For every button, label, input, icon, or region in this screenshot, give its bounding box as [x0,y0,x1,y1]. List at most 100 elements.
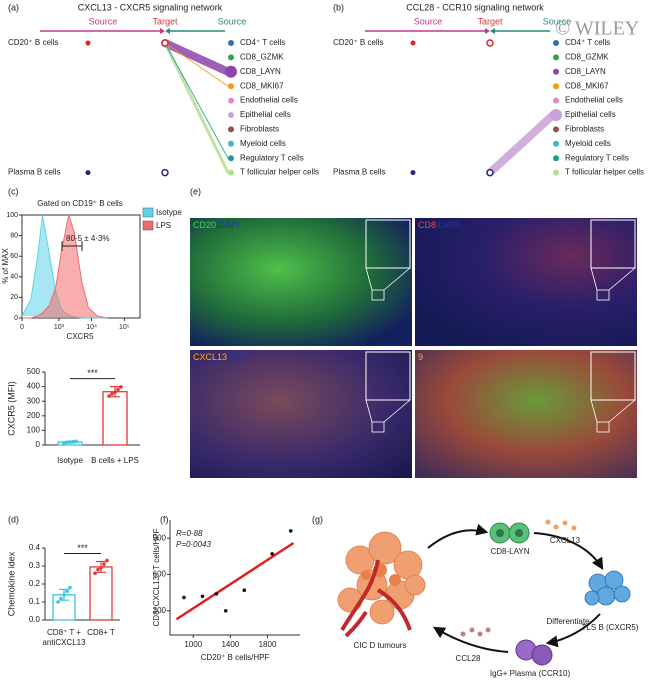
receiver-label: CD20⁺ B cells [333,38,383,47]
data-point [107,394,111,398]
sender-node [228,112,234,118]
sender-node [228,97,234,104]
data-point [99,566,103,570]
data-point [74,439,78,444]
y-tick-label: 0.0 [29,615,41,624]
y-tick-label: 200 [27,411,41,420]
gate-label: 80·5 ± 4·3% [66,234,110,243]
sender-node [225,65,237,78]
sender-label: Endothelial cells [240,96,298,105]
label-part: CD8 [418,220,436,230]
network-header: Source [543,16,572,26]
x-tick-label: CD8⁺ T + [47,628,81,637]
x-tick-label: 1800 [259,640,277,649]
sender-label: Regulatory T cells [565,153,629,162]
diagram-label: CD8-LAYN [491,547,530,556]
data-point [62,593,66,597]
zoom-lines [365,267,411,291]
label-part: 9 [418,352,423,362]
significance-label: *** [77,543,88,553]
sender-node [228,83,234,90]
arrow-head [485,28,490,34]
sender-label: CD8_MKI67 [240,81,284,90]
gate [61,241,83,251]
target-node [486,39,494,47]
sender-label: Epithelial cells [240,110,291,119]
receiver-label: Plasma B cells [8,168,60,177]
panel-letter: (e) [190,186,201,196]
inset [590,351,636,401]
sender-label: Fibroblasts [240,125,279,134]
panel-letter: (d) [8,514,19,524]
sender-node [553,68,559,75]
y-tick-label: 0.2 [29,579,41,588]
legend-swatch [142,207,154,218]
scatter-point [182,595,186,600]
data-point [116,387,120,392]
label-part: /DAPI [216,220,240,230]
sender-label: Myeloid cells [565,139,611,148]
arrow-head [490,28,495,34]
data-point [93,571,97,575]
sender-node [553,155,559,162]
label-part: CXCL13 [193,352,227,362]
data-point [113,390,117,394]
bar [89,566,113,621]
y-tick-label: 60 [10,253,18,260]
scatter-point [270,552,274,556]
sender-label: T follicular helper cells [565,168,644,177]
network-header: Source [89,16,118,26]
sender-label: Fibroblasts [565,125,604,134]
scatter-point [223,608,228,613]
diagram-label: Differentiate [547,617,591,626]
x-tick-label: Isotype [57,456,83,465]
x-tick-label: 0 [20,324,24,331]
sender-node [228,40,234,46]
y-tick-label: 500 [27,367,41,376]
sender-node [553,83,559,90]
sender-label: CD4⁺ T cells [240,38,285,47]
y-tick-label: 0.3 [29,561,41,570]
image-label: 9 [418,352,423,362]
receiver-label: Plasma B cells [333,168,385,177]
diagram-g [337,519,631,666]
data-point [65,589,69,593]
data-point [71,439,75,444]
legend-label: LPS [156,221,171,230]
scatter-point [214,592,219,596]
zoom-box [596,289,610,301]
y-axis-label: % of MAX [1,248,10,284]
chart-title: Gated on CD19⁺ B cells [37,199,123,208]
y-tick-label: 100 [27,426,41,435]
x-axis-label: CD20⁺ B cells/HPF [201,653,270,662]
inset [590,219,636,269]
y-tick-label: 40 [10,274,18,281]
network-edge [161,39,232,76]
data-point [68,585,72,590]
y-axis-label: CXCR5 (MFI) [6,381,16,436]
target-node [161,39,169,47]
sender-label: Myeloid cells [240,139,286,148]
sender-node [553,40,559,46]
significance-label: *** [87,368,98,378]
sender-node [228,140,234,147]
sender-node [553,140,559,147]
label-part: /DAPI [227,352,251,362]
y-tick-label: 80 [10,232,18,239]
zoom-lines [590,267,636,291]
sender-node [228,155,234,162]
zoom-lines [365,399,411,423]
y-tick-label: 20 [10,294,18,301]
y-tick-label: 300 [153,606,167,615]
receiver-node [85,40,91,46]
zoom-box [371,421,385,433]
y-tick-label: 900 [153,533,167,542]
network-header: Source [218,16,247,26]
sender-node [553,169,559,176]
sender-node [228,169,234,176]
network-header: Target [477,16,503,26]
inset [365,351,411,401]
legend-label: Isotype [156,208,182,217]
scatter-point [288,529,293,533]
sender-node [553,126,559,133]
